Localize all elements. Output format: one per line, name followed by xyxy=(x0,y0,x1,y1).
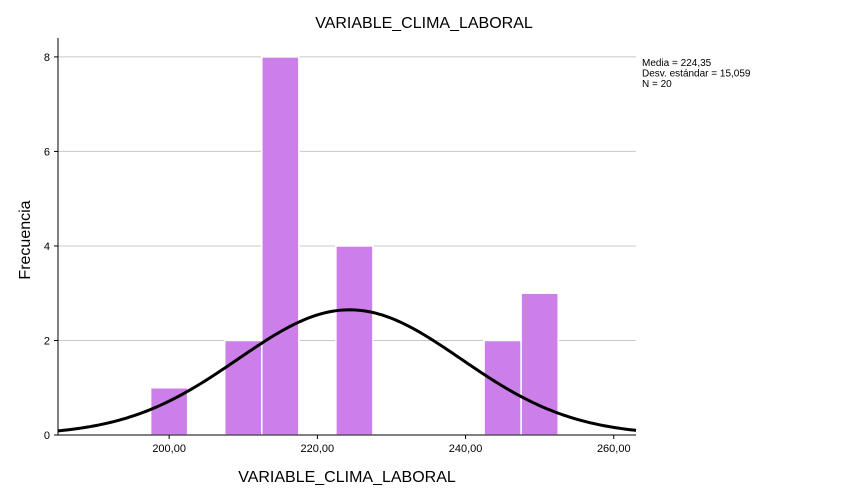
y-tick-label-2: 2 xyxy=(44,335,50,347)
y-tick-labels: 0 2 4 6 8 xyxy=(44,52,50,442)
y-axis-label: Frecuencia xyxy=(17,200,34,279)
normal-curve xyxy=(57,308,637,433)
x-axis-label: VARIABLE_CLIMA_LABORAL xyxy=(238,469,456,486)
y-tick-label-0: 0 xyxy=(44,430,50,442)
y-tick-label-6: 6 xyxy=(44,146,50,158)
chart-title: VARIABLE_CLIMA_LABORAL xyxy=(315,15,533,32)
axes xyxy=(54,38,636,439)
histogram-bar-6 xyxy=(520,292,559,436)
x-tick-label-240: 240,00 xyxy=(449,443,483,455)
x-tick-label-220: 220,00 xyxy=(301,443,335,455)
histogram-bar-4 xyxy=(335,245,374,436)
x-tick-label-200: 200,00 xyxy=(152,443,186,455)
x-tick-labels: 200,00 220,00 240,00 260,00 xyxy=(152,443,630,455)
y-tick-label-4: 4 xyxy=(44,241,50,253)
histogram-bar-3 xyxy=(261,56,300,436)
stats-line-3: N = 20 xyxy=(642,79,672,90)
x-tick-label-260: 260,00 xyxy=(597,443,631,455)
stats-line-1: Media = 224,35 xyxy=(642,58,712,69)
y-tick-label-8: 8 xyxy=(44,52,50,64)
stats-line-2: Desv. estándar = 15,059 xyxy=(642,69,751,80)
